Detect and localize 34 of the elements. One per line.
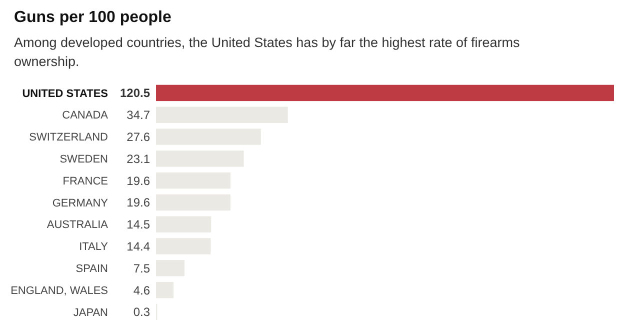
y-tick-label: JAPAN — [73, 306, 108, 319]
bar — [156, 172, 230, 189]
y-tick-label: FRANCE — [62, 175, 108, 188]
data-label: 7.5 — [133, 261, 150, 276]
data-label: 23.1 — [126, 152, 150, 166]
bar — [156, 150, 244, 167]
y-tick-label: ENGLAND, WALES — [10, 284, 108, 297]
bar — [156, 106, 288, 123]
data-label: 34.7 — [126, 108, 150, 122]
data-label: 14.4 — [126, 239, 150, 254]
bar — [156, 84, 614, 102]
y-tick-label: SWITZERLAND — [29, 132, 108, 144]
bar — [156, 128, 261, 145]
data-label: 19.6 — [126, 196, 150, 210]
y-tick-label: ITALY — [79, 241, 109, 254]
bar — [156, 216, 212, 232]
chart-title: Guns per 100 people — [14, 9, 172, 26]
y-tick-label: GERMANY — [52, 197, 109, 210]
data-label: 27.6 — [126, 130, 150, 144]
y-tick-label: SPAIN — [76, 263, 108, 275]
bar — [156, 238, 211, 254]
bar — [156, 194, 230, 211]
y-tick-label: UNITED STATES — [22, 88, 108, 100]
data-label: 120.5 — [120, 86, 150, 100]
chart-subtitle: Among developed countries, the United States has by far the highest rate of firearms ownership. — [14, 35, 520, 69]
bar — [156, 282, 174, 298]
data-label: 19.6 — [126, 174, 150, 188]
y-tick-label: AUSTRALIA — [46, 219, 109, 232]
data-label: 14.5 — [126, 218, 150, 232]
bar — [156, 260, 185, 276]
data-label: 4.6 — [133, 283, 150, 298]
y-tick-label: CANADA — [62, 110, 109, 122]
data-label: 0.3 — [133, 305, 150, 320]
y-tick-label: SWEDEN — [60, 154, 108, 166]
